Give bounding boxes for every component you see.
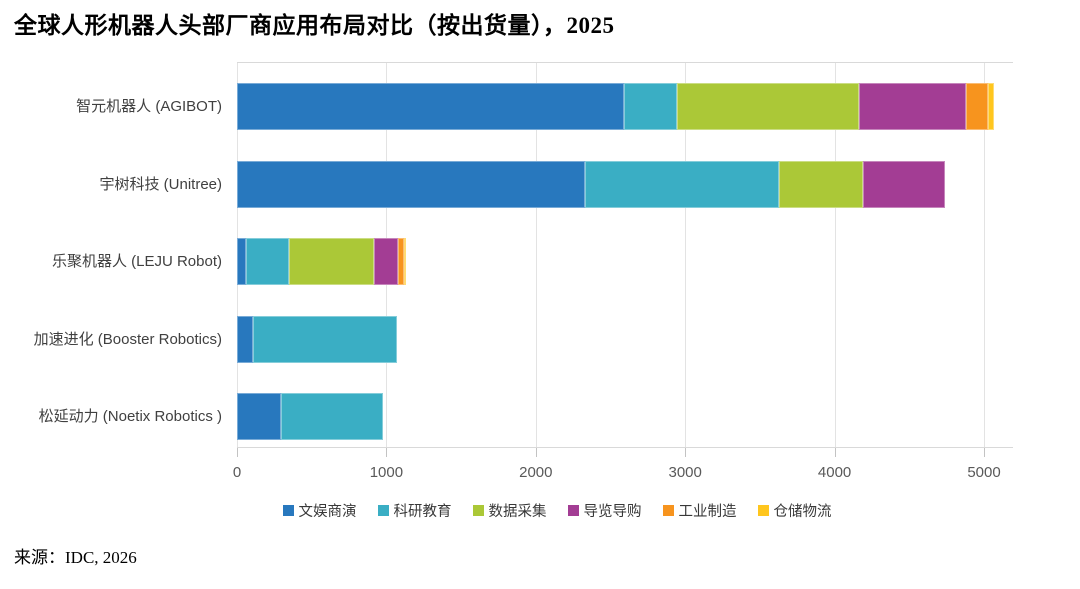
y-axis-category-label: 加速进化 (Booster Robotics): [33, 331, 222, 348]
bar-segment: [245, 238, 290, 285]
source-note: 来源：IDC, 2026: [14, 548, 137, 567]
y-axis-category-label: 松延动力 (Noetix Robotics ): [38, 408, 222, 425]
chart-title: 全球人形机器人头部厂商应用布局对比（按出货量），2025: [14, 13, 615, 38]
bar-segment: [398, 238, 405, 285]
gridline: [685, 62, 687, 447]
bar-segment: [676, 83, 860, 130]
bar-segment: [289, 238, 374, 285]
bar-segment: [237, 316, 254, 363]
legend-swatch-icon: [472, 504, 484, 516]
bar-segment: [862, 161, 946, 208]
legend-item: 文娱商演: [282, 500, 357, 521]
legend-item: 导览导购: [567, 500, 642, 521]
bar-segment: [373, 238, 399, 285]
bar-segment: [281, 393, 383, 440]
bar-row: [237, 316, 397, 363]
legend-swatch-icon: [282, 504, 294, 516]
legend-swatch-icon: [377, 504, 389, 516]
bar-row: [237, 161, 946, 208]
legend-item: 工业制造: [662, 500, 737, 521]
x-axis-tick: [984, 447, 985, 457]
bar-segment: [404, 238, 407, 285]
x-axis-tick-label: 1000: [369, 464, 404, 481]
x-axis-tick-label: 0: [232, 464, 242, 481]
x-axis-line: [237, 447, 1013, 448]
legend-label: 仓储物流: [773, 503, 832, 520]
gridline: [984, 62, 985, 447]
legend-label: 科研教育: [393, 503, 452, 520]
legend-item: 数据采集: [472, 500, 547, 521]
bar-segment: [988, 83, 995, 130]
legend-swatch-icon: [662, 504, 674, 516]
legend-item: 科研教育: [377, 500, 452, 521]
y-axis-category-label: 乐聚机器人 (LEJU Robot): [51, 253, 222, 270]
bar-row: [237, 238, 407, 285]
gridline: [834, 62, 836, 447]
bar-segment: [779, 161, 863, 208]
legend-label: 导览导购: [583, 503, 642, 520]
y-axis-category-label: 宇树科技 (Unitree): [99, 176, 222, 193]
x-axis-tick: [834, 447, 836, 457]
bar-segment: [237, 238, 246, 285]
x-axis-tick: [685, 447, 687, 457]
bar-row: [237, 393, 383, 440]
x-axis-tick: [535, 447, 537, 457]
x-axis-tick: [386, 447, 388, 457]
plot-top-border: [237, 62, 1013, 63]
x-axis-tick-label: 3000: [668, 464, 702, 481]
bar-segment: [585, 161, 780, 208]
bar-segment: [237, 161, 586, 208]
x-axis-tick-label: 2000: [519, 464, 553, 481]
legend-swatch-icon: [757, 504, 769, 516]
x-axis-tick-label: 5000: [967, 464, 1001, 481]
legend-label: 数据采集: [488, 503, 547, 520]
legend: 文娱商演 科研教育 数据采集 导览导购 工业制造 仓储物流: [0, 499, 1080, 521]
bar-segment: [237, 83, 624, 130]
bar-segment: [253, 316, 397, 363]
x-axis-tick-label: 4000: [817, 464, 852, 481]
gridline: [535, 62, 537, 447]
legend-swatch-icon: [567, 504, 579, 516]
x-axis-tick: [237, 447, 238, 457]
bar-segment: [966, 83, 989, 130]
legend-item: 仓储物流: [757, 500, 832, 521]
bar-segment: [623, 83, 677, 130]
bar-segment: [237, 393, 282, 440]
bar-segment: [859, 83, 967, 130]
legend-label: 文娱商演: [298, 503, 357, 520]
y-axis-category-label: 智元机器人 (AGIBOT): [76, 98, 222, 115]
bar-row: [237, 83, 995, 130]
legend-label: 工业制造: [678, 503, 737, 520]
